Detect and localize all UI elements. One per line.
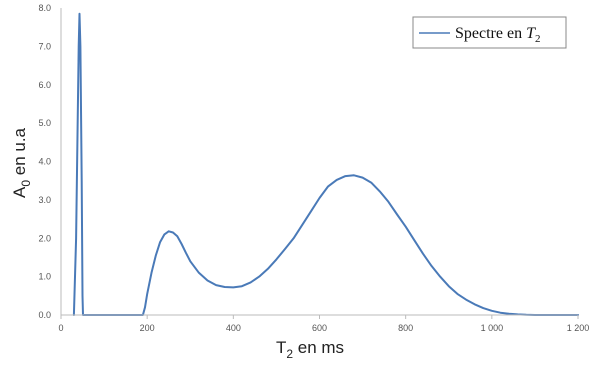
y-tick-label: 0.0 bbox=[38, 310, 51, 320]
x-axis-title-base: T bbox=[276, 338, 286, 357]
y-tick-label: 2.0 bbox=[38, 233, 51, 243]
y-axis: 0.0 1.0 2.0 3.0 4.0 5.0 6.0 7.0 8.0 bbox=[38, 3, 62, 320]
x-tick-label: 800 bbox=[398, 323, 413, 333]
x-tick-label: 600 bbox=[312, 323, 327, 333]
x-axis-title-subscript: 2 bbox=[286, 347, 293, 361]
y-tick-label: 6.0 bbox=[38, 80, 51, 90]
y-tick-label: 7.0 bbox=[38, 41, 51, 51]
legend-label-subscript: 2 bbox=[535, 33, 541, 45]
x-axis-title-suffix: en ms bbox=[293, 338, 344, 357]
y-tick-label: 8.0 bbox=[38, 3, 51, 13]
legend-label-math: T bbox=[526, 25, 536, 42]
y-axis-title-base: A bbox=[10, 186, 29, 198]
legend: Spectre en T2 bbox=[412, 16, 567, 49]
x-tick-label: 400 bbox=[226, 323, 241, 333]
legend-label-text: Spectre en bbox=[455, 25, 526, 42]
x-tick-label: 1 000 bbox=[481, 323, 504, 333]
y-tick-label: 1.0 bbox=[38, 272, 51, 282]
y-axis-title: A0 en u.a bbox=[10, 127, 33, 198]
y-tick-label: 3.0 bbox=[38, 195, 51, 205]
y-tick-label: 5.0 bbox=[38, 118, 51, 128]
y-tick-label: 4.0 bbox=[38, 157, 51, 167]
x-axis-title: T2 en ms bbox=[276, 338, 344, 361]
x-tick-label: 1 200 bbox=[567, 323, 589, 333]
plot-area bbox=[72, 12, 579, 316]
x-axis: 0 200 400 600 800 1 000 1 200 bbox=[58, 314, 589, 333]
x-tick-label: 200 bbox=[140, 323, 155, 333]
x-tick-label: 0 bbox=[58, 323, 63, 333]
y-axis-title-subscript: 0 bbox=[19, 180, 33, 187]
spectrum-series-line bbox=[72, 12, 579, 316]
y-axis-title-suffix: en u.a bbox=[10, 127, 29, 180]
legend-label: Spectre en T2 bbox=[455, 25, 540, 45]
